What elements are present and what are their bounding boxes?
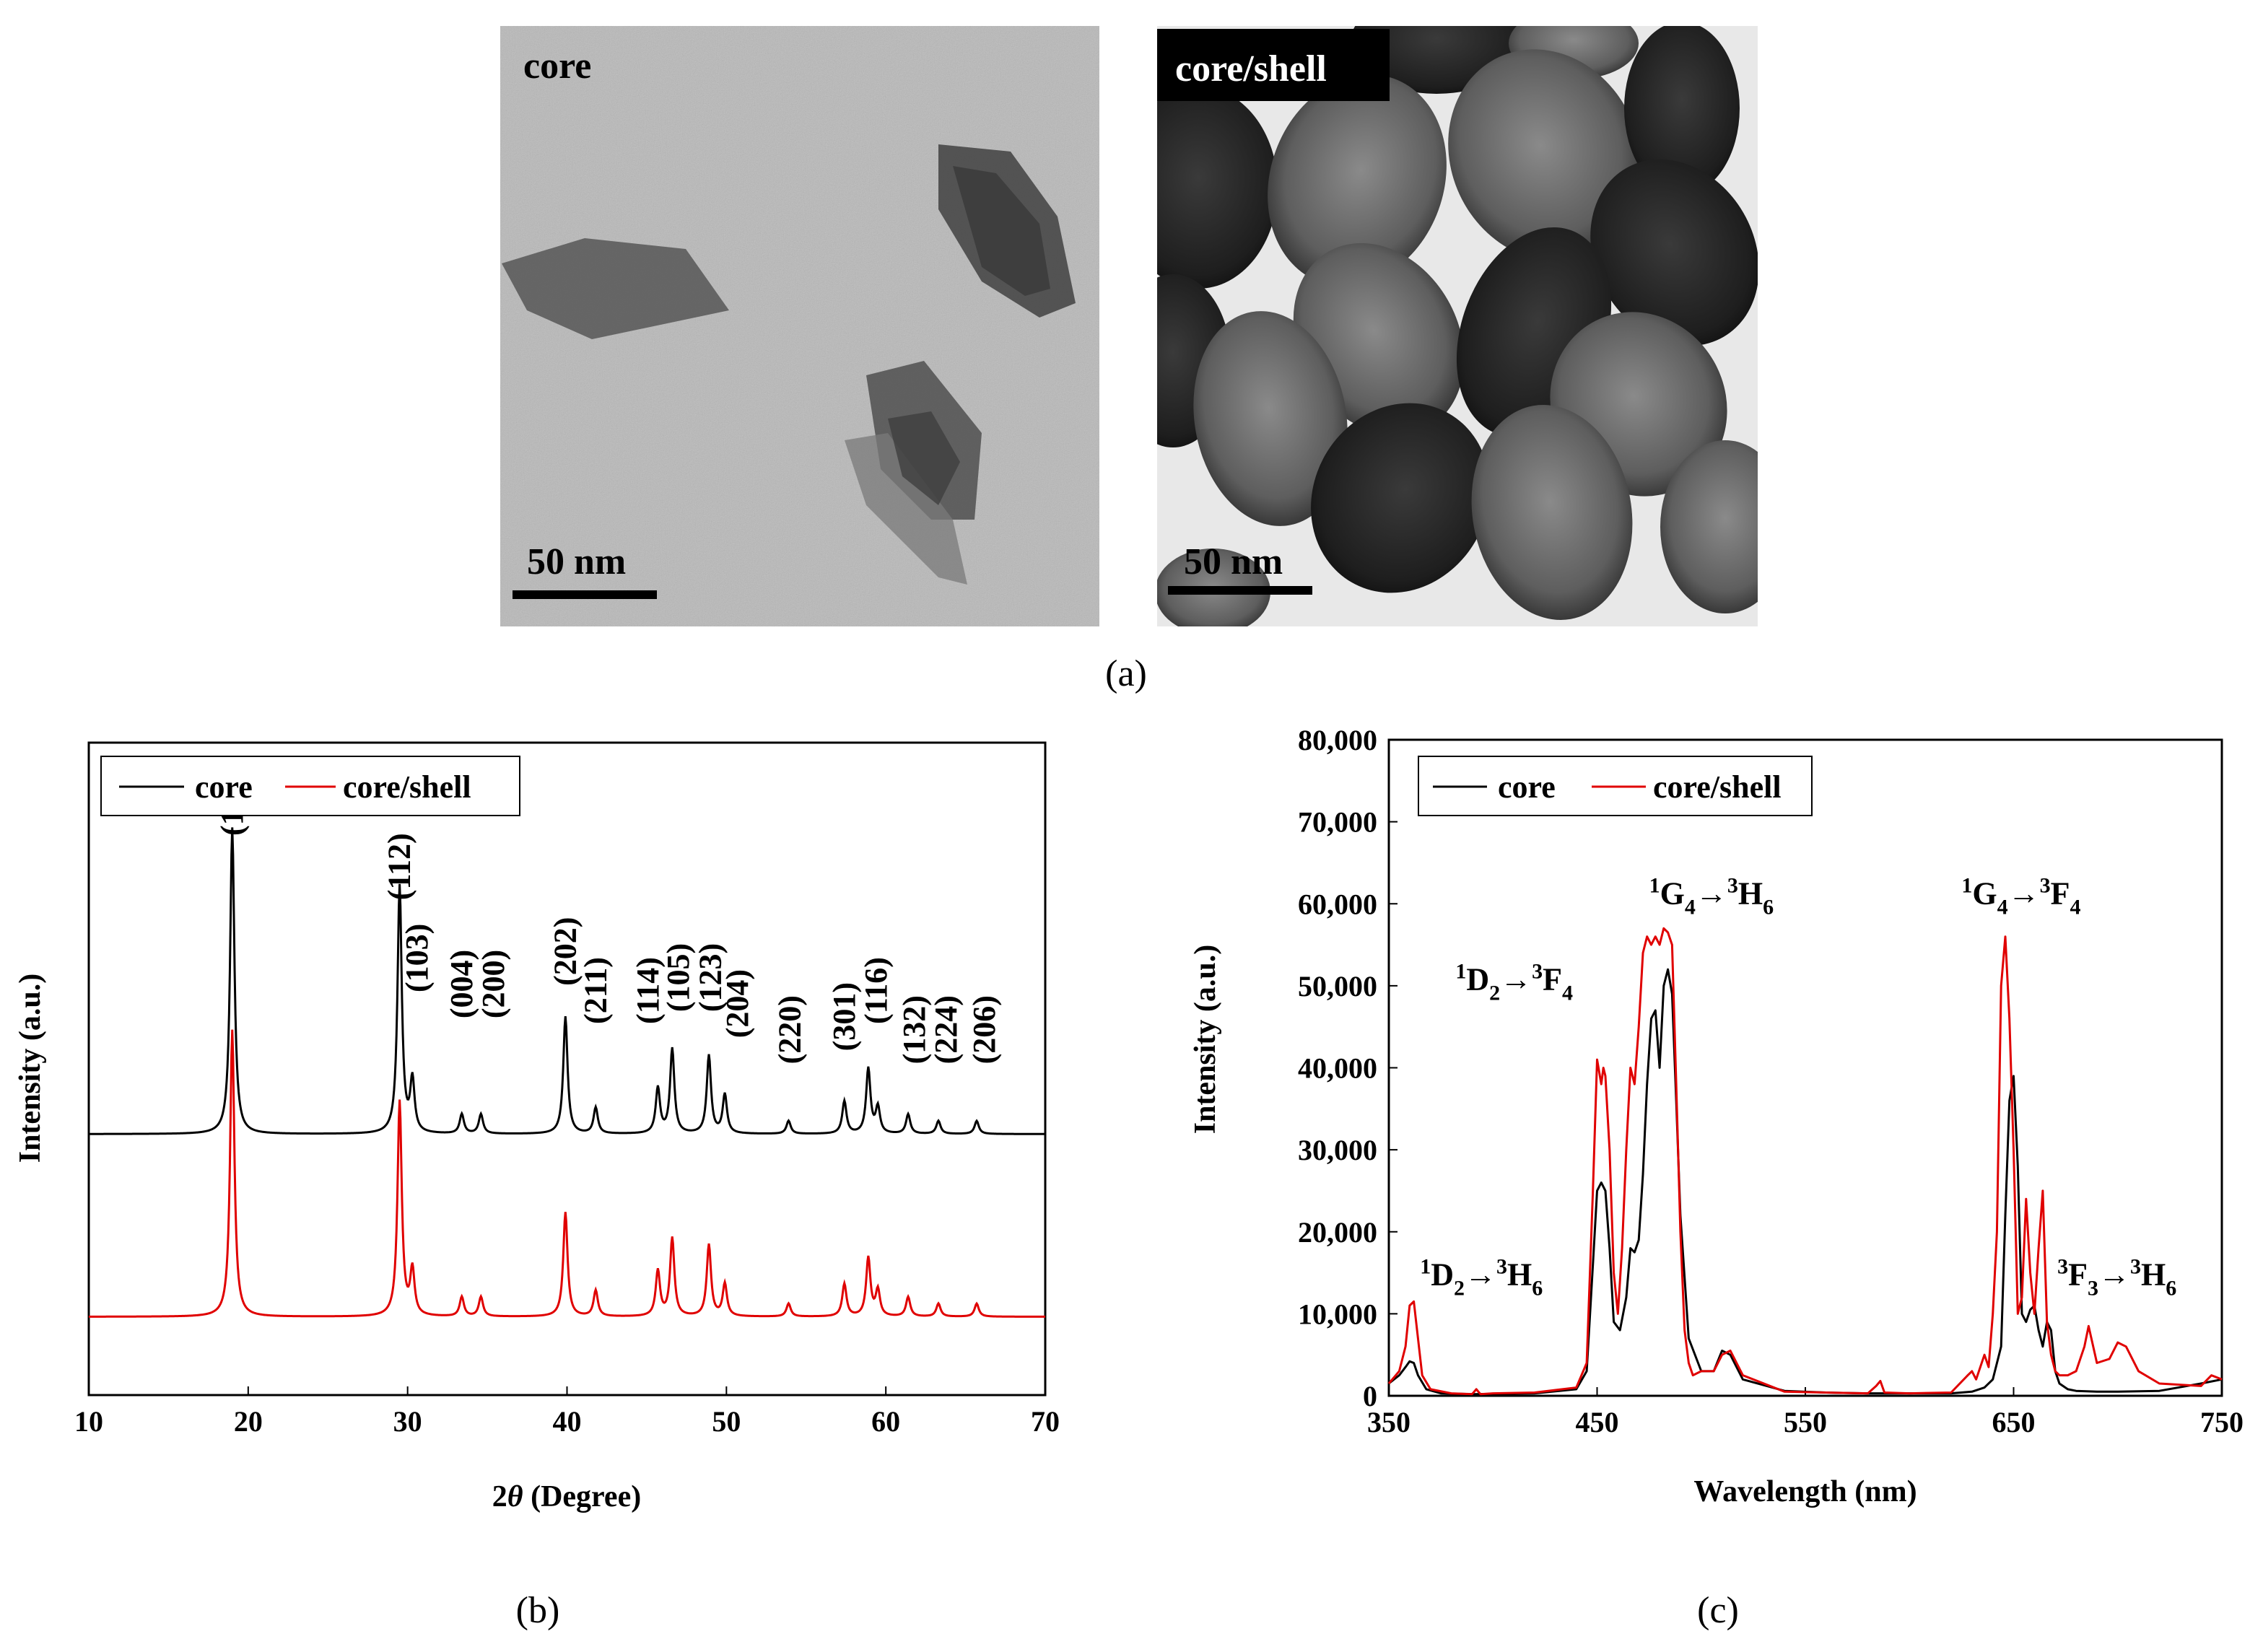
xrd-x-tick-label: 50	[712, 1405, 741, 1438]
emission-x-tick-label: 450	[1576, 1406, 1619, 1438]
scale-bar-core-shell	[1168, 586, 1312, 595]
emission-transition-label: 1​G4​→3​H6​	[1649, 873, 1774, 919]
scale-bar-core	[513, 590, 657, 599]
nanoparticle	[1448, 49, 1641, 261]
emission-x-tick-label: 650	[1992, 1406, 2036, 1438]
nanoparticle	[1268, 74, 1447, 287]
emission-legend-core-shell: core/shell	[1653, 769, 1782, 805]
nanoparticle	[1660, 440, 1758, 613]
xrd-x-axis-label: 2θ (Degree)	[492, 1480, 641, 1513]
xrd-peak-label: (202)	[547, 917, 583, 986]
emission-line-core-shell	[1387, 927, 2223, 1396]
xrd-peak-label: (204)	[720, 969, 755, 1038]
emission-y-tick-label: 30,000	[1298, 1134, 1377, 1166]
xrd-x-ticks: 10 20 30 40 50 60 70	[74, 1386, 1060, 1438]
emission-y-tick-label: 10,000	[1298, 1298, 1377, 1330]
emission-transition-label: 1​D2​→3​F4​	[1455, 960, 1573, 1005]
xrd-x-tick-label: 70	[1031, 1405, 1060, 1438]
tem-image-core: core 50 nm	[500, 26, 1099, 626]
tem-image-core-shell: core/shell 50 nm	[1157, 26, 1758, 626]
emission-transition-label: 3​F3​→3​H6​	[2057, 1255, 2176, 1301]
label-core: core	[523, 45, 591, 87]
panel-label-c: (c)	[1697, 1590, 1739, 1631]
panel-label-a: (a)	[1105, 653, 1147, 694]
emission-line-core	[1388, 968, 2223, 1396]
emission-series	[1387, 927, 2223, 1396]
nanoparticle	[1157, 87, 1278, 289]
scale-bar-text-core-shell: 50 nm	[1184, 541, 1283, 582]
xrd-peak-label: (103)	[399, 924, 435, 992]
xrd-peak-label: (200)	[476, 950, 511, 1018]
xrd-line-core-shell	[89, 1029, 1045, 1318]
emission-legend-core: core	[1498, 769, 1556, 805]
xrd-peak-label: (116)	[858, 957, 894, 1024]
nanoparticle	[1193, 311, 1348, 526]
nanocrystal	[502, 238, 729, 339]
xrd-line-core	[89, 827, 1045, 1135]
xrd-peak-label: (105)	[660, 943, 696, 1012]
scale-bar-text-core: 50 nm	[527, 541, 626, 582]
xrd-peak-label: (224)	[928, 995, 964, 1064]
nanoparticle	[1471, 405, 1633, 620]
emission-y-tick-label: 40,000	[1298, 1052, 1377, 1085]
xrd-peak-label: (211)	[577, 957, 613, 1024]
emission-y-axis-label: Intensity (a.u.)	[1189, 945, 1222, 1135]
emission-transition-label: 1​D2​→3​H6​	[1420, 1255, 1543, 1301]
emission-y-tick-label: 70,000	[1298, 806, 1377, 839]
xrd-x-tick-label: 30	[393, 1405, 422, 1438]
nanocrystal	[845, 433, 967, 585]
nanoparticle	[1590, 159, 1758, 346]
xrd-peak-label: (301)	[827, 982, 862, 1051]
emission-x-axis-label: Wavelength (nm)	[1693, 1475, 1917, 1508]
nanoparticle	[1624, 26, 1740, 195]
xrd-peak-label: (114)	[630, 957, 666, 1024]
xrd-peak-label: (206)	[967, 995, 1002, 1064]
emission-y-tick-label: 20,000	[1298, 1216, 1377, 1249]
xrd-x-tick-label: 60	[871, 1405, 900, 1438]
emission-y-tick-label: 80,000	[1298, 724, 1377, 756]
label-background	[1157, 29, 1390, 101]
xrd-y-axis-label: Intensity (a.u.)	[14, 974, 47, 1163]
emission-ticks: 0 10,000 20,000 30,000 40,000 50,000 60,000 70,…	[1298, 724, 2244, 1438]
xrd-peak-label: (004)	[444, 950, 479, 1018]
label-core-shell: core/shell	[1175, 48, 1327, 89]
emission-legend: core core/shell	[1418, 756, 1813, 816]
emission-transition-labels: 1​D2​→3​H6​ 1​D2​→3​F4​ 1​G4​→3​H6​ 1​G4​→3…	[1420, 873, 2176, 1300]
emission-transition-label: 1​G4​→3​F4​	[1961, 873, 2080, 919]
xrd-peak-label: (112)	[382, 833, 417, 900]
xrd-legend: core core/shell	[100, 756, 520, 816]
xrd-x-tick-label: 40	[553, 1405, 582, 1438]
xrd-peak-label: (220)	[772, 995, 808, 1064]
nanoparticle	[1311, 403, 1490, 593]
emission-x-tick-label: 550	[1784, 1406, 1827, 1438]
emission-chart: 0 10,000 20,000 30,000 40,000 50,000 60,000 70,…	[1189, 724, 2244, 1508]
emission-x-tick-label: 350	[1367, 1406, 1410, 1438]
panel-label-b: (b)	[516, 1590, 560, 1631]
xrd-series	[89, 827, 1045, 1318]
xrd-x-tick-label: 10	[74, 1405, 103, 1438]
emission-y-tick-label: 50,000	[1298, 970, 1377, 1002]
xrd-x-tick-label: 20	[234, 1405, 263, 1438]
xrd-legend-core: core	[195, 769, 253, 805]
xrd-peak-label: (132)	[897, 995, 932, 1064]
xrd-legend-core-shell: core/shell	[343, 769, 471, 805]
emission-x-tick-label: 750	[2200, 1406, 2244, 1438]
emission-y-tick-label: 0	[1363, 1380, 1377, 1412]
emission-y-tick-label: 60,000	[1298, 888, 1377, 920]
xrd-peak-label: (123)	[692, 943, 728, 1012]
